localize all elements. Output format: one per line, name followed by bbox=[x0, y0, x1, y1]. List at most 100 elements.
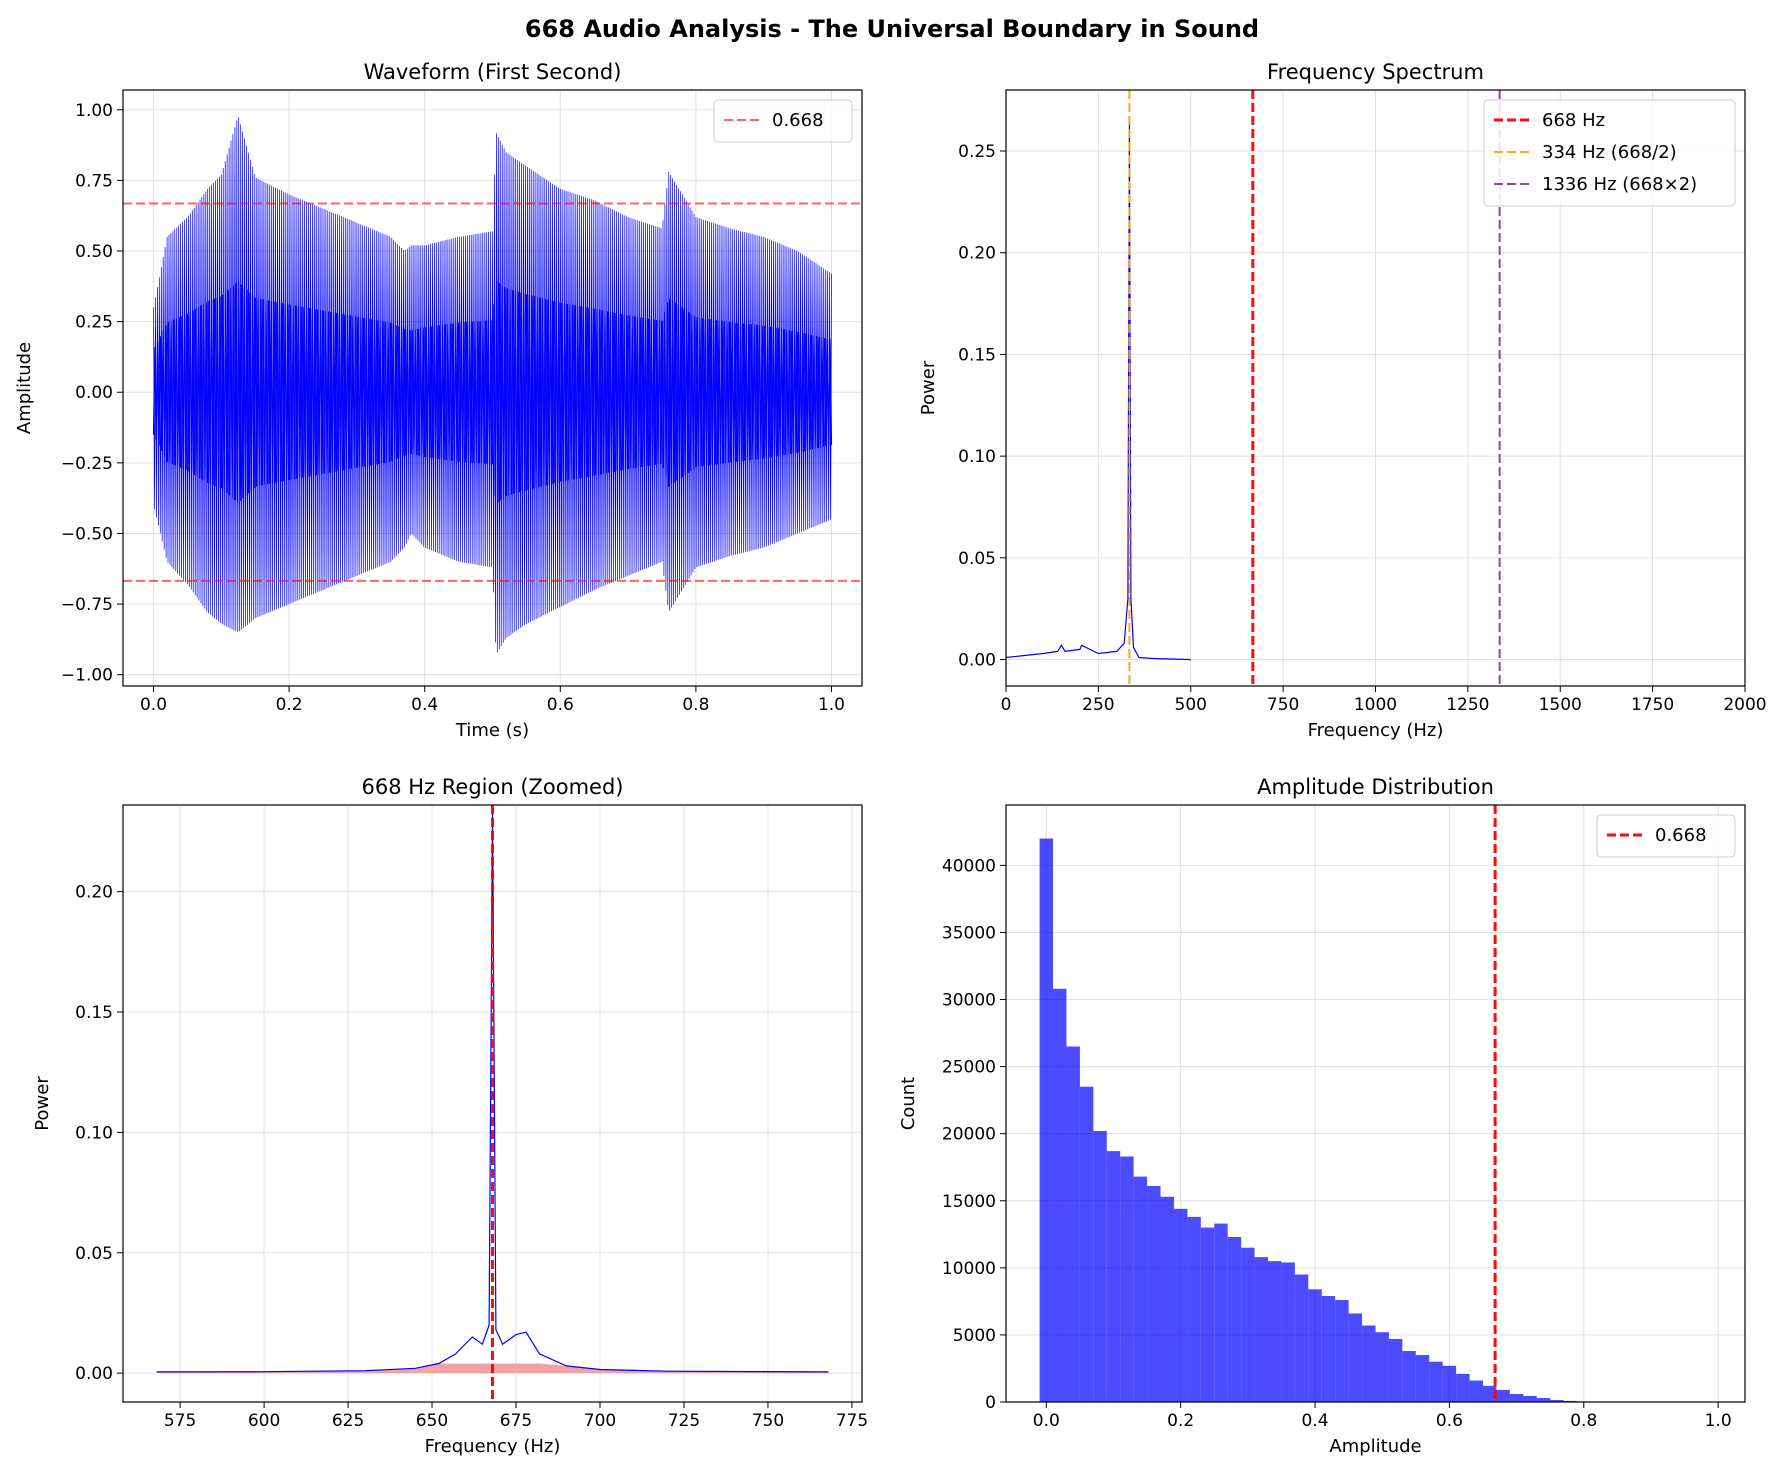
chart-panel-1: 0.0 0.2 0.4 0.6 0.8 1.0 −1.00 −0.75 −0.50 −0.25 0.… bbox=[14, 60, 863, 741]
histogram-bar bbox=[1482, 1385, 1497, 1402]
histogram-bar bbox=[1066, 1046, 1080, 1402]
plot-area bbox=[123, 117, 862, 653]
y-tick-label: 0.50 bbox=[75, 242, 113, 262]
histogram-bar bbox=[1550, 1399, 1564, 1402]
x-axis-label: Frequency (Hz) bbox=[425, 1436, 561, 1457]
legend-box bbox=[1596, 814, 1736, 858]
histogram-bar bbox=[1173, 1208, 1188, 1402]
y-tick-label: 0.15 bbox=[958, 345, 996, 365]
x-tick-label: 700 bbox=[584, 1411, 616, 1431]
histogram-bar bbox=[1509, 1393, 1524, 1402]
histogram-bar bbox=[1187, 1216, 1201, 1402]
axes-frame bbox=[1005, 804, 1746, 1403]
legend-label: 1336 Hz (668×2) bbox=[1542, 174, 1697, 195]
histogram-bar bbox=[1321, 1296, 1336, 1402]
y-tick-label: 0.10 bbox=[75, 1123, 113, 1143]
histogram-bar bbox=[1469, 1380, 1483, 1402]
histogram-bar bbox=[1214, 1223, 1228, 1402]
legend: 0.668 bbox=[713, 99, 853, 143]
histogram-bar bbox=[1348, 1313, 1363, 1402]
histogram-bar bbox=[1375, 1332, 1389, 1402]
grid bbox=[123, 805, 862, 1402]
y-tick-label: 5000 bbox=[953, 1326, 996, 1346]
chart-title: Amplitude Distribution bbox=[1257, 775, 1494, 799]
x-tick-label: 750 bbox=[1267, 695, 1299, 715]
histogram-bar bbox=[1160, 1196, 1174, 1402]
plot-area bbox=[156, 805, 829, 1402]
y-tick-label: 0.75 bbox=[75, 171, 113, 191]
chart-panel-3: 575 600 625 650 675 700 725 750 775 0.00 0.05 0.10 0… bbox=[32, 775, 868, 1457]
x-tick-label: 0.4 bbox=[411, 695, 438, 715]
chart-title: Waveform (First Second) bbox=[364, 60, 622, 84]
waveform-line bbox=[153, 117, 832, 653]
y-tick-label: 0.05 bbox=[958, 549, 996, 569]
histogram-bar bbox=[1415, 1355, 1430, 1402]
x-tick-label: 1.0 bbox=[818, 695, 845, 715]
y-tick-label: −1.00 bbox=[61, 666, 113, 686]
chart-panel-4: 0.0 0.2 0.4 0.6 0.8 1.0 0 5000 10000 15000 20000 25… bbox=[898, 775, 1746, 1457]
x-tick-label: 1750 bbox=[1631, 695, 1674, 715]
x-tick-label: 0.6 bbox=[547, 695, 574, 715]
y-tick-label: 0.10 bbox=[958, 447, 996, 467]
y-tick-label: 15000 bbox=[942, 1192, 996, 1212]
axes-frame bbox=[122, 804, 863, 1403]
histogram-bar bbox=[1268, 1261, 1282, 1402]
histogram-bar bbox=[1523, 1395, 1537, 1402]
y-tick-label: 1.00 bbox=[75, 101, 113, 121]
y-tick-label: 0.25 bbox=[75, 313, 113, 333]
legend-label: 668 Hz bbox=[1542, 110, 1605, 131]
histogram-bar bbox=[1254, 1257, 1269, 1402]
plot-area bbox=[1039, 805, 1645, 1402]
legend: 668 Hz 334 Hz (668/2) 1336 Hz (668×2) bbox=[1483, 99, 1736, 207]
x-tick-label: 1000 bbox=[1354, 695, 1397, 715]
legend-label: 0.668 bbox=[772, 110, 824, 131]
histogram-bar bbox=[1429, 1361, 1443, 1402]
histogram-bar bbox=[1281, 1262, 1295, 1402]
histogram-bar bbox=[1388, 1338, 1403, 1402]
histogram-bar bbox=[1362, 1325, 1376, 1402]
histogram-bar bbox=[1039, 838, 1054, 1402]
x-tick-label: 0.0 bbox=[140, 695, 167, 715]
y-tick-label: 0.00 bbox=[958, 651, 996, 671]
y-axis-label: Count bbox=[898, 1077, 919, 1130]
x-tick-label: 0 bbox=[1001, 695, 1012, 715]
histogram-bar bbox=[1456, 1373, 1470, 1402]
x-tick-label: 675 bbox=[500, 1411, 532, 1431]
y-tick-label: −0.25 bbox=[61, 454, 113, 474]
x-axis-label: Frequency (Hz) bbox=[1308, 720, 1444, 741]
legend: 0.668 bbox=[1596, 814, 1736, 858]
x-tick-label: 0.6 bbox=[1436, 1411, 1463, 1431]
histogram-bar bbox=[1053, 988, 1067, 1402]
x-tick-label: 0.0 bbox=[1033, 1411, 1060, 1431]
histogram-bar bbox=[1442, 1365, 1457, 1402]
histogram-bar bbox=[1079, 1086, 1094, 1402]
x-tick-label: 500 bbox=[1175, 695, 1207, 715]
histogram-bar bbox=[1147, 1186, 1161, 1402]
figure-suptitle: 668 Audio Analysis - The Universal Bound… bbox=[525, 15, 1259, 43]
x-tick-label: 1250 bbox=[1446, 695, 1489, 715]
x-tick-label: 600 bbox=[248, 1411, 280, 1431]
y-tick-label: 40000 bbox=[942, 856, 996, 876]
y-tick-label: 30000 bbox=[942, 991, 996, 1011]
x-tick-label: 0.2 bbox=[1167, 1411, 1194, 1431]
y-tick-label: 0.15 bbox=[75, 1003, 113, 1023]
x-tick-label: 650 bbox=[416, 1411, 448, 1431]
histogram-bar bbox=[1093, 1131, 1107, 1402]
y-tick-label: 0.00 bbox=[75, 383, 113, 403]
x-tick-label: 250 bbox=[1082, 695, 1114, 715]
y-tick-label: 25000 bbox=[942, 1058, 996, 1078]
y-tick-label: 0.25 bbox=[958, 142, 996, 162]
x-axis-label: Time (s) bbox=[455, 720, 529, 741]
legend-label: 334 Hz (668/2) bbox=[1542, 142, 1677, 163]
chart-title: Frequency Spectrum bbox=[1267, 60, 1484, 84]
y-tick-label: −0.50 bbox=[61, 524, 113, 544]
legend-label: 0.668 bbox=[1655, 825, 1707, 846]
x-tick-label: 1500 bbox=[1539, 695, 1582, 715]
histogram-bar bbox=[1120, 1156, 1134, 1402]
histogram-bar bbox=[1308, 1289, 1322, 1402]
y-tick-label: 0.20 bbox=[958, 244, 996, 264]
x-tick-label: 1.0 bbox=[1705, 1411, 1732, 1431]
legend-box bbox=[713, 99, 853, 143]
histogram-bar bbox=[1536, 1397, 1551, 1402]
y-tick-label: 10000 bbox=[942, 1259, 996, 1279]
